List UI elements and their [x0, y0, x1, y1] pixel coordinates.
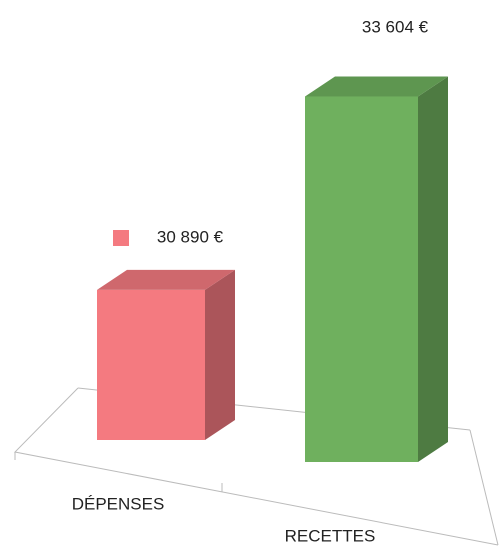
value-label: 33 604 €	[362, 17, 429, 36]
value-label: 30 890 €	[157, 227, 224, 246]
legend-swatch	[113, 230, 129, 246]
floor-edge	[469, 429, 499, 546]
bar-side	[205, 269, 235, 440]
x-tick-label: DÉPENSES	[72, 494, 165, 513]
bar-top	[97, 269, 235, 290]
bar	[97, 289, 205, 440]
bar-top	[305, 76, 448, 97]
x-tick-label: RECETTES	[285, 526, 376, 545]
bar-side	[418, 76, 448, 463]
bar	[305, 96, 418, 463]
